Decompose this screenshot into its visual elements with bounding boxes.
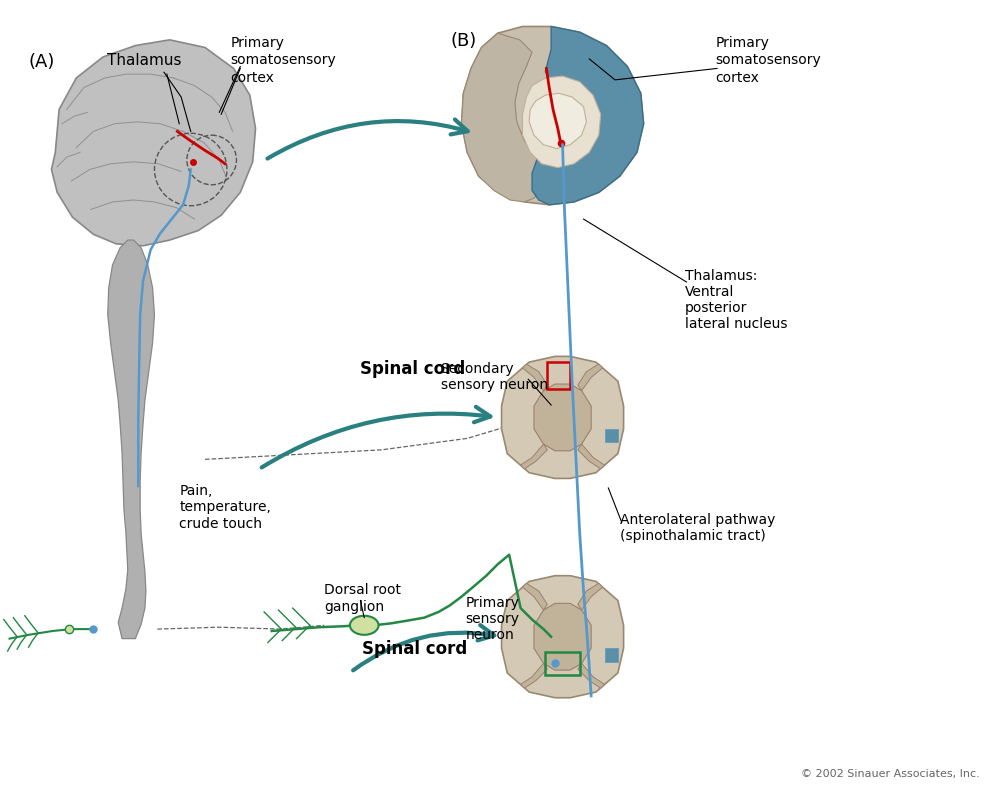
Text: Primary
somatosensory
cortex: Primary somatosensory cortex (715, 36, 821, 84)
Polygon shape (462, 33, 543, 202)
Text: Thalamus: Thalamus (107, 53, 181, 67)
Polygon shape (522, 364, 547, 391)
Polygon shape (502, 356, 624, 478)
Text: Anterolateral pathway
(spinothalamic tract): Anterolateral pathway (spinothalamic tra… (620, 513, 775, 543)
Text: Dorsal root
ganglion: Dorsal root ganglion (325, 583, 401, 614)
Polygon shape (534, 384, 591, 451)
Text: (B): (B) (450, 32, 477, 49)
Text: Secondary
sensory neuron: Secondary sensory neuron (440, 363, 547, 393)
Polygon shape (520, 663, 547, 689)
Text: Primary
sensory
neuron: Primary sensory neuron (466, 596, 519, 642)
Bar (547, 363, 571, 388)
Text: Spinal cord: Spinal cord (362, 640, 468, 658)
Polygon shape (578, 444, 605, 469)
Polygon shape (578, 364, 603, 391)
Polygon shape (529, 93, 587, 148)
Polygon shape (502, 576, 624, 697)
FancyBboxPatch shape (605, 429, 618, 442)
Polygon shape (532, 27, 644, 205)
Text: Thalamus:
Ventral
posterior
lateral nucleus: Thalamus: Ventral posterior lateral nucl… (684, 268, 787, 331)
Bar (545, 652, 580, 675)
Ellipse shape (350, 616, 379, 635)
Polygon shape (51, 40, 256, 246)
Polygon shape (522, 583, 547, 610)
Text: © 2002 Sinauer Associates, Inc.: © 2002 Sinauer Associates, Inc. (801, 769, 980, 779)
Text: (A): (A) (28, 53, 55, 71)
Text: Pain,
temperature,
crude touch: Pain, temperature, crude touch (179, 484, 271, 530)
Text: Spinal cord: Spinal cord (361, 359, 466, 378)
Polygon shape (462, 27, 644, 205)
Polygon shape (108, 240, 154, 638)
Polygon shape (578, 663, 605, 689)
Text: Primary
somatosensory
cortex: Primary somatosensory cortex (231, 36, 337, 84)
FancyBboxPatch shape (605, 648, 618, 662)
Polygon shape (534, 603, 591, 670)
Polygon shape (578, 583, 603, 610)
Polygon shape (522, 76, 601, 168)
Polygon shape (520, 444, 547, 469)
